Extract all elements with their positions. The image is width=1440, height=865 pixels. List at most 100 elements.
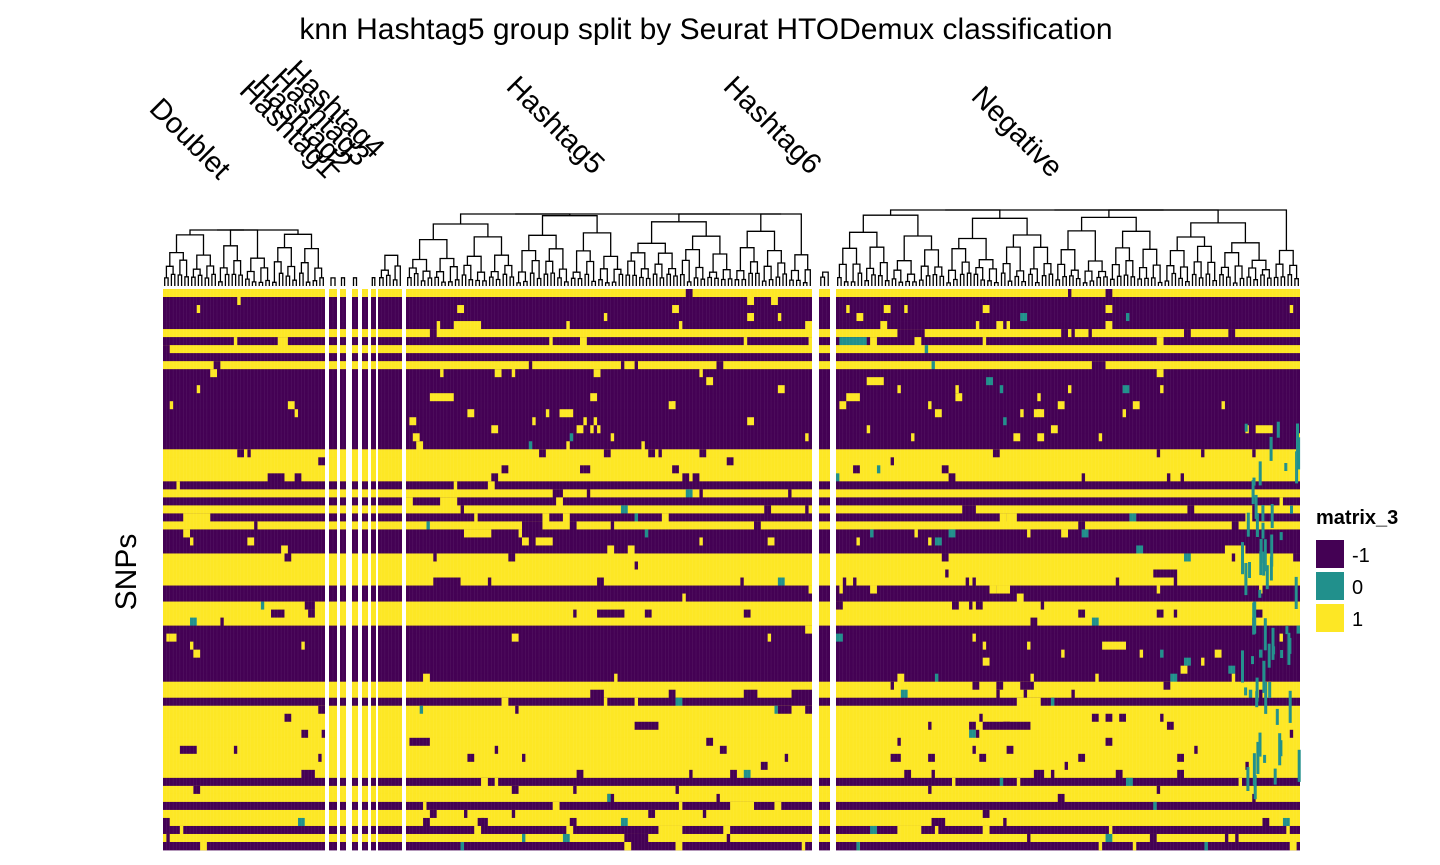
heatmap-row bbox=[406, 729, 812, 739]
heatmap-row bbox=[378, 513, 402, 522]
heatmap-row bbox=[163, 377, 325, 386]
heatmap-row bbox=[378, 393, 402, 402]
heatmap-row bbox=[329, 593, 337, 602]
heatmap-row bbox=[819, 665, 830, 675]
dendrogram-branch bbox=[1220, 266, 1230, 278]
heatmap-row bbox=[329, 633, 337, 643]
heatmap-row bbox=[378, 649, 402, 659]
heatmap-row bbox=[378, 617, 402, 626]
heatmap-row bbox=[406, 425, 812, 434]
heatmap-cell bbox=[318, 457, 325, 466]
heatmap-cell bbox=[1180, 665, 1188, 675]
heatmap-row bbox=[352, 433, 358, 442]
heatmap-row bbox=[371, 713, 376, 723]
heatmap-cell bbox=[1091, 361, 1106, 370]
heatmap-cell bbox=[975, 729, 980, 739]
column-group-label: Hashtag5 bbox=[500, 70, 610, 180]
heatmap-row bbox=[340, 305, 346, 314]
heatmap-cell bbox=[1081, 473, 1086, 482]
heatmap-row bbox=[362, 657, 368, 667]
dendrogram-branch bbox=[509, 276, 515, 286]
heatmap-cell bbox=[590, 425, 594, 434]
heatmap-row bbox=[362, 321, 368, 330]
heatmap-cell bbox=[1275, 708, 1279, 725]
heatmap-cell bbox=[1166, 473, 1171, 482]
dendrogram-branch bbox=[720, 278, 726, 286]
heatmap-cell bbox=[1091, 617, 1099, 626]
heatmap-row bbox=[406, 465, 812, 474]
heatmap-row bbox=[819, 361, 830, 370]
heatmap-row bbox=[371, 809, 376, 819]
heatmap-row bbox=[819, 737, 830, 747]
heatmap-cell bbox=[1194, 745, 1198, 755]
dendrogram-branch bbox=[760, 213, 802, 255]
dendrogram-branch bbox=[598, 279, 603, 286]
heatmap-row bbox=[362, 385, 368, 394]
heatmap-row bbox=[371, 441, 376, 450]
dendrogram-branch bbox=[1055, 279, 1061, 286]
heatmap-cell bbox=[1248, 562, 1251, 578]
dendrogram-branch bbox=[1275, 263, 1284, 278]
heatmap-row bbox=[352, 553, 358, 562]
heatmap-row bbox=[340, 705, 346, 715]
dendrogram-branch bbox=[206, 265, 215, 278]
heatmap-row bbox=[371, 753, 376, 763]
heatmap-cell bbox=[1184, 657, 1191, 667]
heatmap-cell bbox=[801, 841, 806, 851]
heatmap-row bbox=[352, 729, 358, 739]
heatmap-row bbox=[163, 721, 325, 731]
heatmap-row bbox=[378, 841, 402, 851]
heatmap-row bbox=[163, 529, 325, 538]
heatmap-row bbox=[819, 521, 830, 530]
dendrogram-branch bbox=[903, 235, 933, 261]
dendrogram-branch bbox=[741, 278, 747, 286]
heatmap-row bbox=[352, 657, 358, 667]
heatmap-row bbox=[406, 593, 812, 602]
heatmap-row bbox=[406, 521, 812, 530]
heatmap-cell bbox=[318, 705, 325, 715]
heatmap-row bbox=[371, 609, 376, 618]
dendrogram-branch bbox=[475, 279, 481, 286]
heatmap-cell bbox=[777, 705, 792, 715]
heatmap-row bbox=[836, 489, 1300, 498]
heatmap-row bbox=[340, 393, 346, 402]
dendrogram-branch bbox=[768, 278, 774, 286]
heatmap-cell bbox=[1255, 425, 1273, 434]
heatmap-cell bbox=[573, 785, 577, 795]
heatmap-cell bbox=[294, 473, 302, 482]
heatmap-cell bbox=[1252, 505, 1256, 514]
heatmap-cell bbox=[1081, 529, 1089, 538]
column-group-label: Negative bbox=[965, 80, 1069, 184]
heatmap-row bbox=[371, 577, 376, 586]
dendrogram-branch bbox=[340, 277, 346, 286]
dendrogram-branch bbox=[1111, 263, 1120, 280]
heatmap-row bbox=[371, 489, 376, 498]
heatmap-cell bbox=[1259, 585, 1263, 594]
heatmap-row bbox=[340, 321, 346, 330]
heatmap-row bbox=[340, 481, 346, 490]
heatmap-cell bbox=[1061, 529, 1068, 538]
heatmap-row bbox=[329, 417, 337, 426]
heatmap-row bbox=[163, 665, 325, 675]
dendrogram-branch bbox=[1034, 281, 1040, 286]
heatmap-cell bbox=[210, 369, 217, 378]
heatmap-cell bbox=[638, 833, 642, 843]
heatmap-row bbox=[340, 673, 346, 683]
heatmap-row bbox=[352, 753, 358, 763]
heatmap-cell bbox=[610, 433, 615, 442]
heatmap-row bbox=[378, 401, 402, 410]
dendrogram-branch bbox=[1212, 279, 1218, 286]
heatmap-row bbox=[371, 657, 376, 667]
heatmap-cell bbox=[764, 505, 772, 514]
heatmap-cell bbox=[965, 577, 970, 586]
heatmap-cell bbox=[1068, 289, 1072, 298]
heatmap-cell bbox=[457, 305, 464, 314]
heatmap-row bbox=[378, 833, 402, 843]
heatmap-cell bbox=[890, 681, 894, 691]
heatmap-cell bbox=[999, 513, 1007, 522]
dendrogram-branch bbox=[893, 269, 902, 283]
dendrogram-branch bbox=[1082, 282, 1088, 286]
dendrogram-branch bbox=[748, 272, 753, 286]
heatmap-row bbox=[836, 601, 1300, 610]
